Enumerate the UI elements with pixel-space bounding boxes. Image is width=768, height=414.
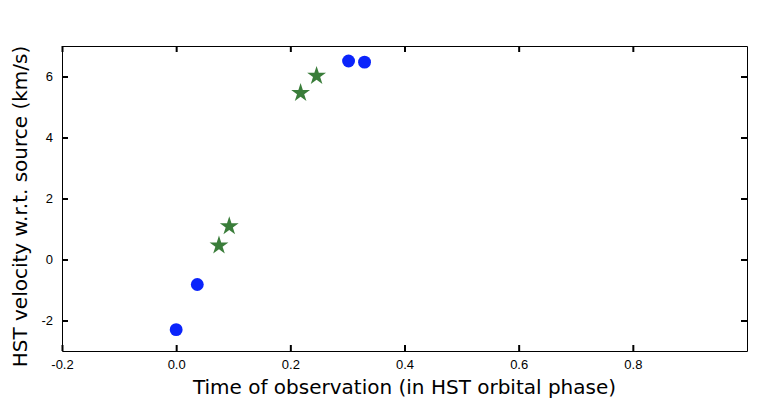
tick-mark	[518, 345, 520, 351]
tick	[405, 46, 406, 52]
tick-mark	[404, 345, 406, 351]
tick: 0.2	[282, 345, 300, 372]
series	[170, 55, 371, 337]
tick-label: 0	[46, 252, 53, 267]
tick-mark	[632, 345, 634, 351]
tick-mark	[741, 320, 747, 322]
series	[210, 66, 326, 253]
y-axis-right	[741, 47, 748, 352]
tick	[741, 199, 747, 200]
point	[291, 83, 310, 101]
tick: 0.6	[510, 345, 528, 372]
x-axis-title: Time of observation (in HST orbital phas…	[192, 375, 616, 399]
tick-mark	[62, 320, 68, 322]
tick-label: 6	[46, 69, 53, 84]
tick-mark	[741, 137, 747, 139]
tick-label: 0.0	[168, 357, 186, 372]
tick-mark	[176, 345, 178, 351]
tick: 4	[46, 130, 68, 145]
y-axis-title: HST velocity w.r.t. source (km/s)	[8, 46, 32, 368]
tick	[290, 46, 291, 52]
point	[307, 66, 326, 84]
tick	[741, 321, 747, 322]
tick	[741, 138, 747, 139]
tick	[633, 46, 634, 52]
point	[191, 278, 204, 291]
tick-label: -2	[41, 313, 53, 328]
tick-label: 0.4	[396, 357, 414, 372]
tick-label: -0.2	[51, 357, 73, 372]
tick-mark	[741, 259, 747, 261]
axis-line	[63, 351, 748, 352]
tick-mark	[741, 198, 747, 200]
tick	[741, 77, 747, 78]
tick	[176, 46, 177, 52]
tick: 0.8	[624, 345, 642, 372]
tick-label: 4	[46, 130, 53, 145]
plot: -0.2 0.0 0.2 0.4 0.6 0.8 -2 0 2 4 6	[41, 46, 747, 372]
tick-mark	[290, 345, 292, 351]
tick-mark	[404, 46, 406, 52]
tick: 0	[46, 252, 68, 267]
tick-label: 0.8	[624, 357, 642, 372]
tick-mark	[290, 46, 292, 52]
tick-mark	[62, 137, 68, 139]
tick-mark	[62, 76, 68, 78]
point	[220, 216, 239, 234]
tick: 0.0	[168, 345, 186, 372]
tick: 6	[46, 69, 68, 84]
tick-mark	[176, 46, 178, 52]
tick-mark	[518, 46, 520, 52]
point	[170, 323, 183, 336]
tick: -2	[41, 313, 68, 328]
tick	[741, 260, 747, 261]
tick-mark	[62, 259, 68, 261]
point	[358, 56, 371, 69]
tick-label: 0.2	[282, 357, 300, 372]
points	[170, 55, 371, 337]
point	[342, 55, 355, 68]
point	[210, 236, 229, 254]
tick	[519, 46, 520, 52]
x-axis-top	[63, 46, 748, 52]
tick-label: 0.6	[510, 357, 528, 372]
tick: 2	[46, 191, 68, 206]
tick: 0.4	[396, 345, 414, 372]
axis-line	[747, 47, 748, 352]
tick-mark	[632, 46, 634, 52]
y-axis: -2 0 2 4 6	[41, 47, 68, 352]
tick-label: 2	[46, 191, 53, 206]
tick-mark	[62, 198, 68, 200]
chart: -0.2 0.0 0.2 0.4 0.6 0.8 -2 0 2 4 6 Time of observa…	[0, 0, 768, 414]
x-axis: -0.2 0.0 0.2 0.4 0.6 0.8	[51, 345, 747, 372]
tick-mark	[741, 76, 747, 78]
